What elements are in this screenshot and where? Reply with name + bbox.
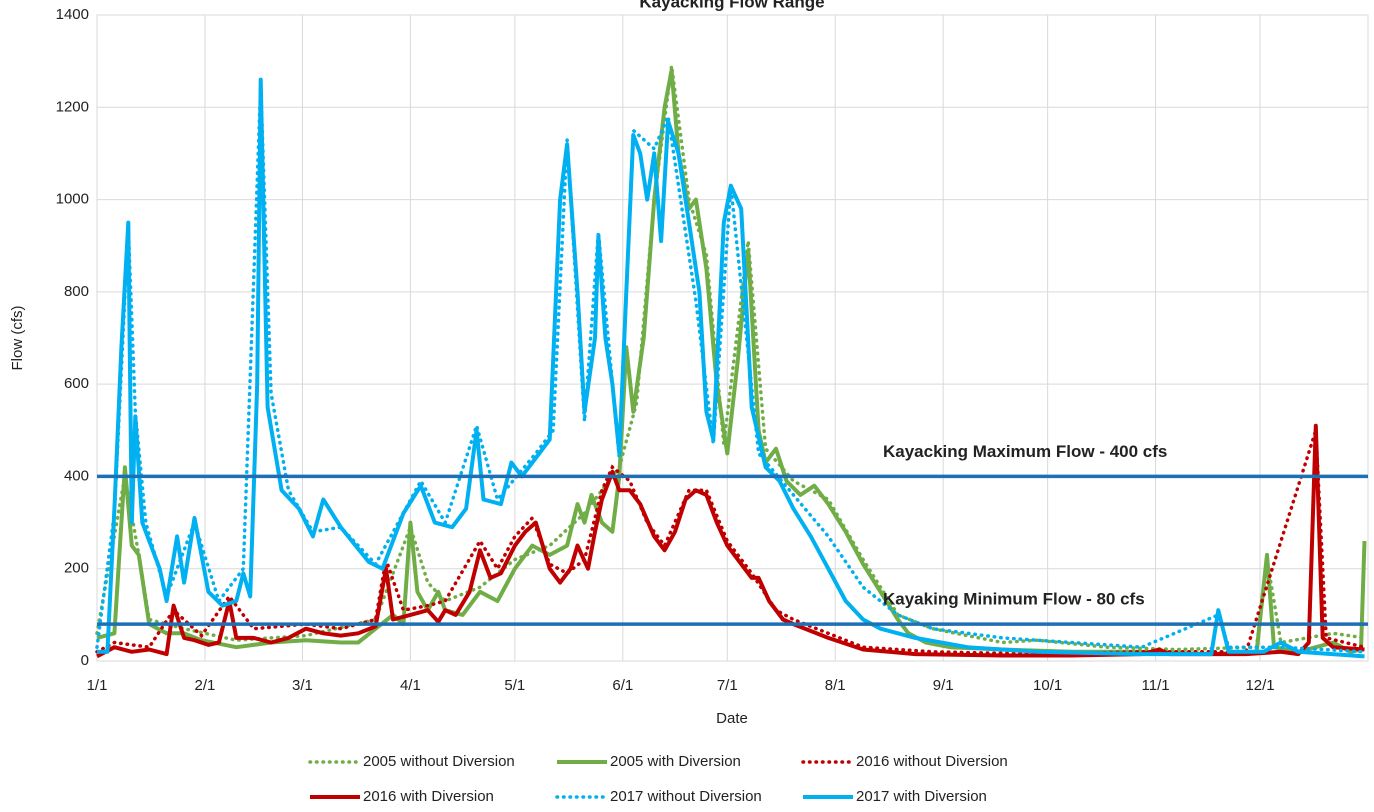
x-axis-title: Date	[716, 710, 748, 727]
legend-label: 2017 with Diversion	[856, 788, 987, 805]
x-tick-label: 1/1	[87, 677, 108, 694]
series-line	[97, 77, 1365, 659]
reference-label: Kayaking Minimum Flow - 80 cfs	[883, 590, 1145, 609]
x-tick-label: 2/1	[195, 677, 216, 694]
x-tick-label: 5/1	[504, 677, 525, 694]
plot-border	[96, 14, 1369, 662]
x-tick-label: 12/1	[1245, 677, 1274, 694]
x-tick-label: 11/1	[1142, 677, 1170, 694]
y-tick-label: 200	[64, 560, 89, 577]
x-tick-label: 6/1	[612, 677, 633, 694]
legend-label: 2017 without Diversion	[610, 788, 762, 805]
y-tick-label: 0	[81, 652, 89, 669]
x-tick-label: 4/1	[400, 677, 421, 694]
y-tick-label: 1000	[56, 191, 89, 208]
y-tick-label: 1200	[56, 98, 89, 115]
x-tick-label: 9/1	[933, 677, 954, 694]
chart-title: Kayacking Flow Range	[639, 0, 824, 11]
series-line	[95, 84, 1367, 654]
series-line	[95, 65, 1367, 652]
series-line	[96, 68, 1367, 657]
legend-label: 2005 with Diversion	[610, 753, 741, 770]
y-tick-label: 800	[64, 283, 89, 300]
y-axis-title: Flow (cfs)	[9, 306, 26, 371]
legend-label: 2005 without Diversion	[363, 753, 515, 770]
x-tick-label: 7/1	[717, 677, 738, 694]
x-tick-label: 10/1	[1033, 677, 1062, 694]
x-tick-label: 3/1	[292, 677, 313, 694]
series-line	[96, 423, 1365, 659]
legend-label: 2016 without Diversion	[856, 753, 1008, 770]
x-tick-label: 8/1	[825, 677, 846, 694]
series-line	[95, 429, 1367, 656]
reference-label: Kayacking Maximum Flow - 400 cfs	[883, 442, 1167, 461]
y-tick-label: 400	[64, 467, 89, 484]
y-tick-label: 1400	[56, 6, 89, 23]
legend-label: 2016 with Diversion	[363, 788, 494, 805]
y-tick-label: 600	[64, 375, 89, 392]
